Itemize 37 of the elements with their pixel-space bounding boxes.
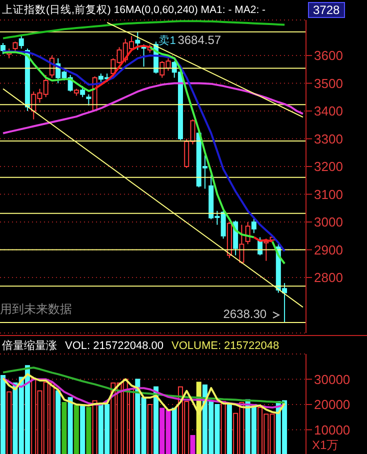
bar xyxy=(80,405,86,454)
bar xyxy=(56,390,61,454)
y-tick-label: 2900 xyxy=(314,242,343,258)
y-tick-label: 3600 xyxy=(314,48,343,64)
annotation: 3684.57 xyxy=(178,33,222,48)
chart-title: 倍量缩量涨 xyxy=(2,340,57,352)
line-series xyxy=(2,82,304,134)
y-tick-label: 3200 xyxy=(314,159,343,174)
bar xyxy=(74,405,79,454)
line-series xyxy=(2,377,286,409)
y-tick-label: 2800 xyxy=(314,270,343,286)
y-tick-label: 3100 xyxy=(314,186,343,202)
y-axis-title: X1万 xyxy=(312,437,339,454)
y-tick-label: 3000 xyxy=(314,214,343,230)
annotation: 2638.30 xyxy=(223,307,267,322)
line-series xyxy=(2,373,286,416)
y-tick-label: 30000 xyxy=(314,372,350,387)
annotation: 用到未来数据 xyxy=(0,301,72,318)
annotation: 卖1 xyxy=(158,34,176,48)
y-tick-label: 20000 xyxy=(314,397,350,412)
y-tick-label: 3400 xyxy=(314,104,343,119)
bar xyxy=(172,408,177,454)
bar xyxy=(68,397,73,454)
bar xyxy=(0,374,6,454)
line-series xyxy=(2,366,286,404)
text: VOLUME: 215722048 xyxy=(171,340,280,352)
y-tick-label: 3500 xyxy=(314,76,343,91)
text: 3728 xyxy=(308,2,345,18)
text: VOL: 215722048.00 xyxy=(65,340,164,352)
bar xyxy=(226,404,232,454)
bar xyxy=(62,402,67,454)
y-tick-label: 3300 xyxy=(314,131,343,146)
chart-title: 上证指数(日线,前复权) 16MA(0,0,60,240) MA1: - MA2: - xyxy=(2,4,266,16)
y-tick-label: 10000 xyxy=(314,422,350,438)
bar xyxy=(154,386,158,454)
bar xyxy=(86,407,92,454)
bar xyxy=(190,435,196,454)
